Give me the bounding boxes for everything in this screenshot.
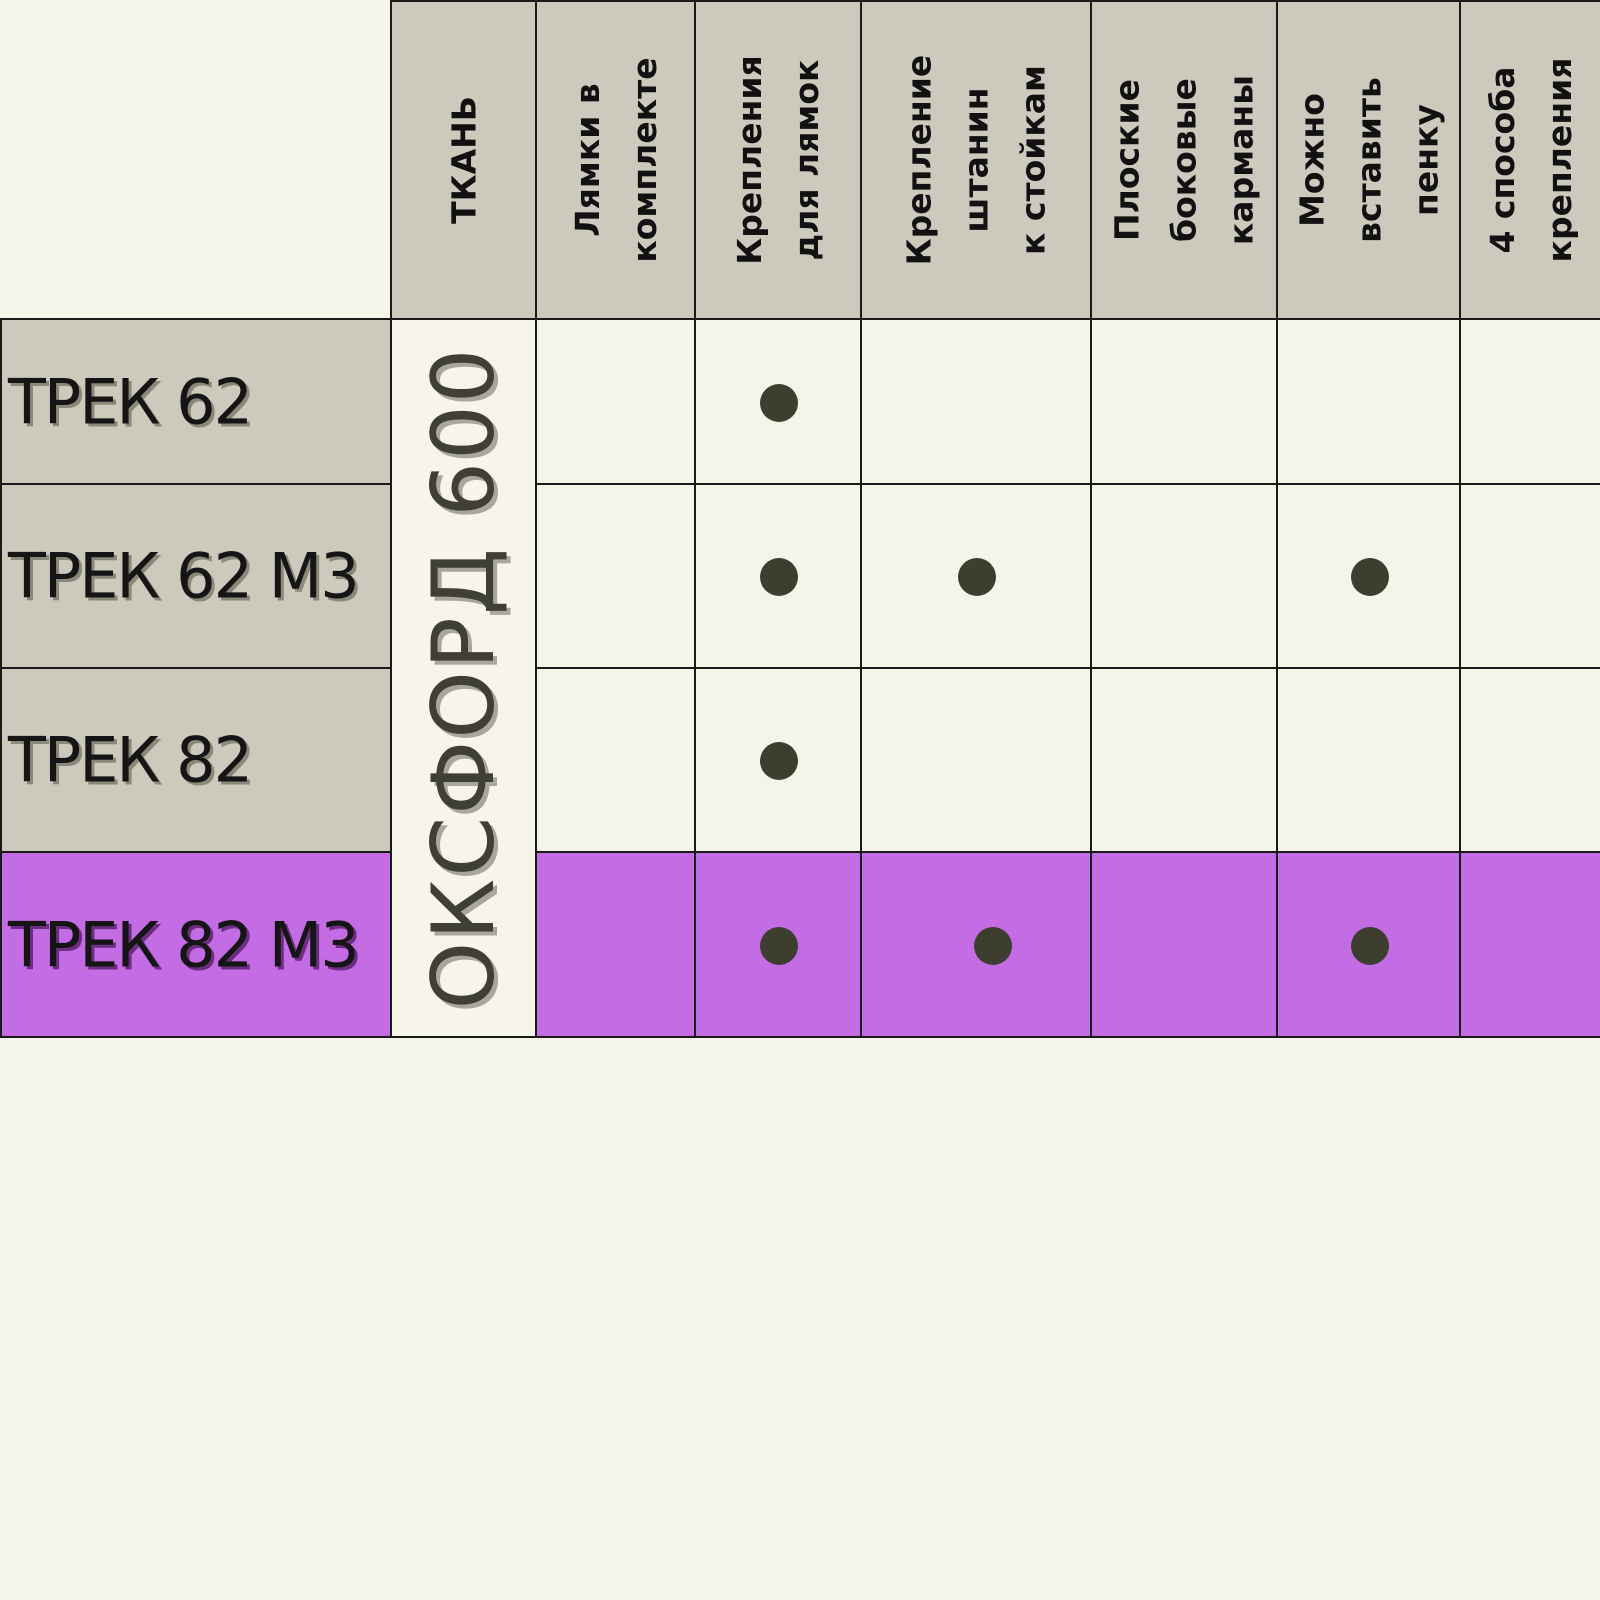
column-header-label: ТКАНЬ bbox=[444, 96, 483, 224]
cell-strap_mounts bbox=[694, 851, 862, 1038]
column-header-label: Лямки в комплекте bbox=[567, 57, 664, 263]
cell-leg_mounts bbox=[860, 483, 1092, 669]
fabric-cell: ОКСФОРД 600 bbox=[390, 318, 537, 1038]
column-header-leg_mounts: Крепление штанин к стойкам bbox=[860, 0, 1092, 320]
cell-leg_mounts bbox=[860, 318, 1092, 485]
cell-four_mount_ways bbox=[1459, 667, 1600, 853]
feature-dot bbox=[760, 742, 798, 780]
column-header-strap_mounts: Крепления для лямок bbox=[694, 0, 862, 320]
column-header-fabric: ТКАНЬ bbox=[390, 0, 537, 320]
feature-dot bbox=[760, 926, 798, 965]
feature-dot bbox=[760, 383, 798, 422]
cell-strap_mounts bbox=[694, 667, 862, 853]
cell-straps_included bbox=[535, 318, 696, 485]
model-name: ТРЕК 62 М3 bbox=[8, 539, 360, 613]
cell-straps_included bbox=[535, 851, 696, 1038]
column-header-straps_included: Лямки в комплекте bbox=[535, 0, 696, 320]
cell-strap_mounts bbox=[694, 318, 862, 485]
cell-four_mount_ways bbox=[1459, 483, 1600, 669]
column-header-label: Крепления для лямок bbox=[730, 55, 826, 265]
cell-leg_mounts bbox=[860, 851, 1092, 1038]
model-name: ТРЕК 82 bbox=[8, 723, 253, 797]
column-header-label: Плоские боковые карманы bbox=[1107, 74, 1261, 246]
cell-leg_mounts bbox=[860, 667, 1092, 853]
feature-dot bbox=[760, 558, 798, 596]
feature-dot bbox=[958, 558, 996, 596]
cell-flat_side_pockets bbox=[1090, 483, 1278, 669]
row-header-4: ТРЕК 82 М3 bbox=[0, 851, 392, 1038]
row-header-1: ТРЕК 62 bbox=[0, 318, 392, 485]
model-name: ТРЕК 62 bbox=[8, 365, 253, 438]
fabric-value: ОКСФОРД 600 bbox=[413, 346, 514, 1010]
cell-strap_mounts bbox=[694, 483, 862, 669]
cell-foam_insert bbox=[1276, 483, 1461, 669]
feature-dot bbox=[1350, 926, 1389, 965]
column-header-label: Можно вставить пенку bbox=[1292, 77, 1445, 243]
row-header-2: ТРЕК 62 М3 bbox=[0, 483, 392, 669]
column-header-foam_insert: Можно вставить пенку bbox=[1276, 0, 1461, 320]
model-name: ТРЕК 82 М3 bbox=[8, 908, 360, 981]
column-header-four_mount_ways: 4 способа крепления bbox=[1459, 0, 1600, 320]
feature-dot bbox=[974, 926, 1012, 965]
column-header-label: 4 способа крепления bbox=[1482, 57, 1579, 263]
column-header-flat_side_pockets: Плоские боковые карманы bbox=[1090, 0, 1278, 320]
column-header-label: Крепление штанин к стойкам bbox=[899, 54, 1053, 266]
cell-flat_side_pockets bbox=[1090, 851, 1278, 1038]
cell-straps_included bbox=[535, 483, 696, 669]
cell-flat_side_pockets bbox=[1090, 667, 1278, 853]
row-header-3: ТРЕК 82 bbox=[0, 667, 392, 853]
feature-dot bbox=[1350, 558, 1389, 596]
cell-straps_included bbox=[535, 667, 696, 853]
cell-foam_insert bbox=[1276, 851, 1461, 1038]
cell-four_mount_ways bbox=[1459, 851, 1600, 1038]
cell-foam_insert bbox=[1276, 318, 1461, 485]
cell-flat_side_pockets bbox=[1090, 318, 1278, 485]
cell-four_mount_ways bbox=[1459, 318, 1600, 485]
cell-foam_insert bbox=[1276, 667, 1461, 853]
